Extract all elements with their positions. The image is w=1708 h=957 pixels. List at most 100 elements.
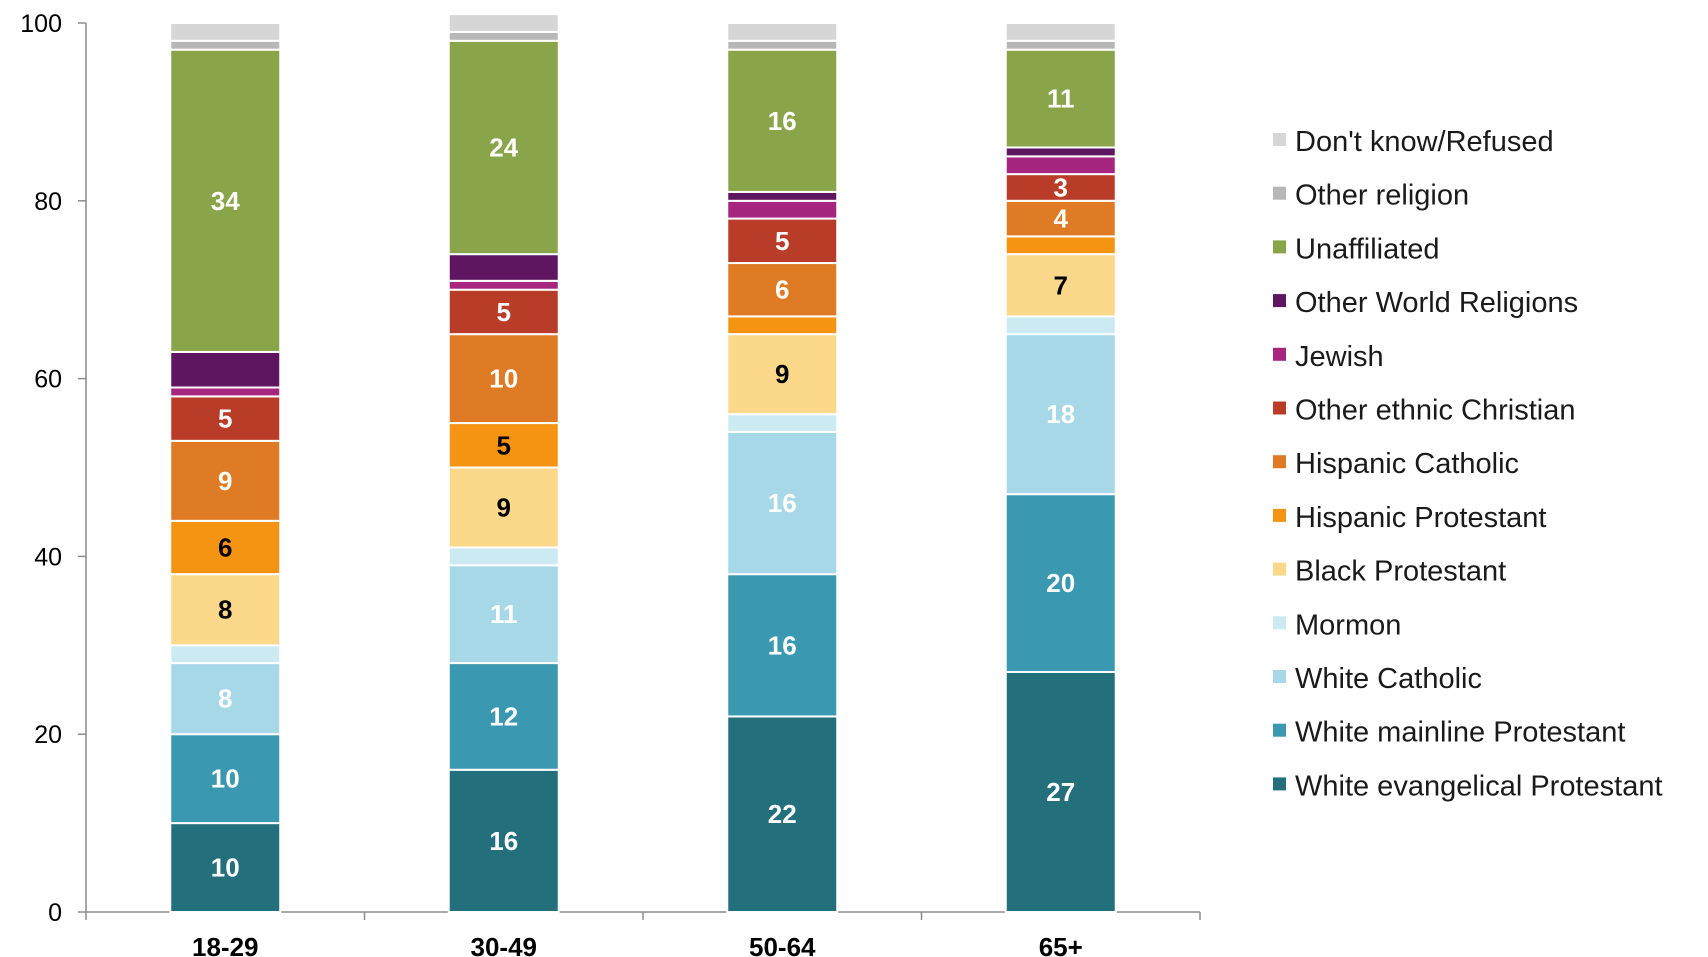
bar-segment bbox=[169, 733, 282, 825]
data-label: 10 bbox=[211, 764, 240, 794]
y-tick-label: 20 bbox=[34, 721, 62, 749]
data-label: 7 bbox=[1054, 270, 1068, 300]
data-label: 12 bbox=[489, 701, 518, 731]
legend-item: Hispanic Catholic bbox=[1273, 448, 1519, 480]
bar-segment bbox=[726, 190, 839, 202]
bar-segment bbox=[1004, 670, 1117, 913]
legend-swatch bbox=[1273, 455, 1286, 469]
bar-segment bbox=[169, 39, 282, 51]
bar-segment bbox=[447, 30, 560, 42]
bar-segment bbox=[447, 466, 560, 549]
legend-swatch bbox=[1273, 186, 1286, 200]
bar-segment bbox=[1004, 146, 1117, 158]
bar-segment bbox=[1004, 493, 1117, 673]
legend-swatch bbox=[1273, 508, 1286, 522]
data-label: 16 bbox=[768, 106, 797, 136]
data-label: 11 bbox=[490, 599, 518, 629]
legend-item: Mormon bbox=[1273, 609, 1401, 641]
x-tick-label: 65+ bbox=[1039, 932, 1083, 957]
data-label: 16 bbox=[489, 826, 518, 856]
bar-segment bbox=[726, 262, 839, 318]
data-label: 10 bbox=[489, 364, 518, 394]
bar-segment bbox=[169, 439, 282, 522]
x-tick-label: 18-29 bbox=[192, 932, 259, 957]
bar-segment bbox=[726, 715, 839, 913]
legend-swatch bbox=[1273, 347, 1286, 361]
x-tick-label: 50-64 bbox=[749, 932, 816, 957]
legend-label: Other World Religions bbox=[1295, 287, 1578, 319]
legend-label: Other ethnic Christian bbox=[1295, 395, 1575, 427]
y-axis: 0 20 40 60 80 100 bbox=[20, 10, 87, 927]
data-label: 18 bbox=[1046, 399, 1075, 429]
legend-item: White Catholic bbox=[1273, 663, 1482, 695]
y-tick-label: 40 bbox=[34, 543, 62, 571]
legend-item: Other World Religions bbox=[1273, 287, 1578, 319]
legend-label: Unaffiliated bbox=[1295, 233, 1440, 265]
data-label: 27 bbox=[1046, 777, 1075, 807]
bar-stack-30-49: 16 12 11 9 5 10 5 24 bbox=[447, 13, 560, 914]
data-label: 5 bbox=[775, 226, 789, 256]
bar-segment bbox=[726, 199, 839, 220]
bar-segment bbox=[726, 333, 839, 416]
data-label: 9 bbox=[775, 359, 789, 389]
bar-segment bbox=[169, 350, 282, 389]
bar-segment bbox=[726, 39, 839, 51]
legend-swatch bbox=[1273, 133, 1286, 146]
legend-label: Other religion bbox=[1295, 180, 1469, 212]
legend-item: Unaffiliated bbox=[1273, 233, 1440, 265]
bar-segment bbox=[447, 546, 560, 567]
bar-segment bbox=[169, 662, 282, 736]
bar-segment bbox=[169, 822, 282, 913]
legend-label: Hispanic Protestant bbox=[1295, 502, 1546, 534]
legend-swatch bbox=[1273, 670, 1286, 683]
bar-segment bbox=[1004, 173, 1117, 202]
data-label: 9 bbox=[218, 466, 232, 496]
bar-segment bbox=[169, 644, 282, 665]
bar-stack-65+: 27 20 18 7 43 11 bbox=[1004, 22, 1117, 913]
bar-segment bbox=[726, 48, 839, 193]
data-label: 8 bbox=[218, 595, 232, 625]
legend-label: Hispanic Catholic bbox=[1295, 448, 1519, 480]
bar-segment bbox=[447, 422, 560, 469]
data-label: 5 bbox=[218, 404, 232, 434]
bar-segment bbox=[447, 333, 560, 425]
y-tick-label: 60 bbox=[34, 366, 62, 394]
bar-segment bbox=[169, 386, 282, 398]
bar-segment bbox=[726, 22, 839, 42]
bar-segment bbox=[1004, 39, 1117, 51]
data-label: 3 bbox=[1054, 172, 1068, 202]
bar-segment bbox=[726, 217, 839, 265]
legend-item: Hispanic Protestant bbox=[1273, 502, 1546, 534]
bar-segment bbox=[447, 39, 560, 256]
data-label: 16 bbox=[768, 630, 797, 660]
legend-item: Other ethnic Christian bbox=[1273, 395, 1575, 427]
legend-swatch bbox=[1273, 294, 1286, 308]
legend-label: White mainline Protestant bbox=[1295, 717, 1625, 749]
x-tick-label: 30-49 bbox=[471, 932, 538, 957]
legend-label: Mormon bbox=[1295, 609, 1401, 641]
legend-label: Jewish bbox=[1295, 341, 1384, 373]
data-label: 9 bbox=[497, 493, 511, 523]
y-tick-label: 80 bbox=[34, 188, 62, 216]
legend-swatch bbox=[1273, 240, 1286, 254]
bar-segment bbox=[1004, 22, 1117, 42]
legend-swatch bbox=[1273, 777, 1286, 791]
legend-label: White Catholic bbox=[1295, 663, 1482, 695]
bar-segment bbox=[169, 395, 282, 442]
data-label: 10 bbox=[211, 853, 240, 883]
bar-segment bbox=[1004, 235, 1117, 256]
legend-swatch bbox=[1273, 616, 1286, 630]
data-label: 11 bbox=[1047, 84, 1075, 114]
data-label: 16 bbox=[768, 488, 797, 518]
legend-item: White evangelical Protestant bbox=[1273, 770, 1663, 802]
y-tick-label: 100 bbox=[20, 10, 62, 38]
bar-segment bbox=[1004, 333, 1117, 496]
data-label: 5 bbox=[497, 430, 511, 460]
y-tick-label: 0 bbox=[48, 899, 62, 927]
bar-segment bbox=[447, 288, 560, 336]
bar-segment bbox=[447, 13, 560, 33]
bar-stack-18-29: 10 10 8 8 6 9 5 34 bbox=[169, 22, 282, 913]
bar-segment bbox=[726, 573, 839, 718]
bar-segment bbox=[447, 253, 560, 282]
